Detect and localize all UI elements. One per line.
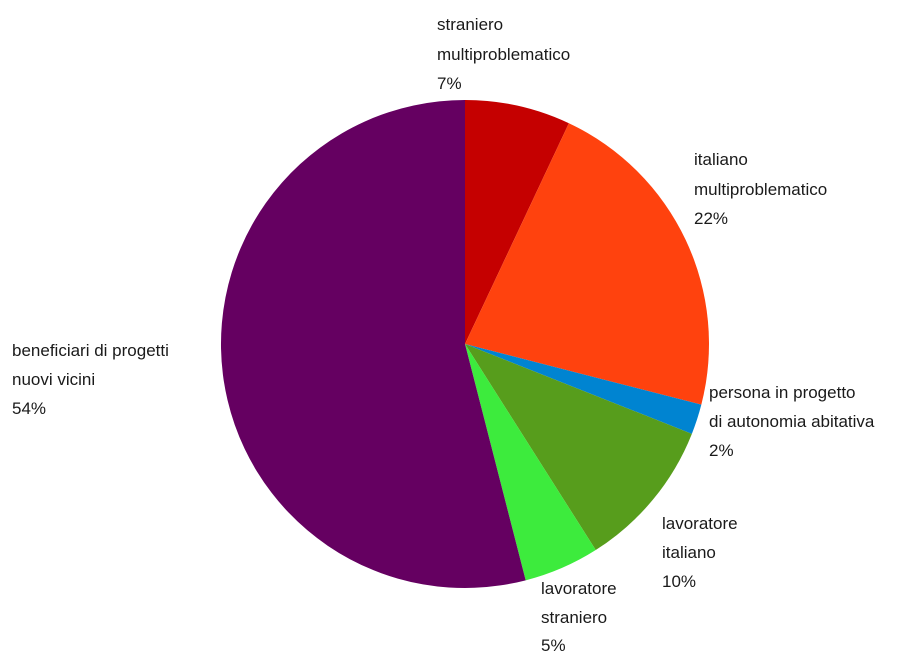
label-line: multiproblematico (437, 45, 570, 64)
label-line: italiano (694, 150, 748, 169)
slice-value-label: 2% (709, 441, 734, 460)
pie-slice-1 (465, 123, 709, 405)
pie-slice-0 (465, 100, 569, 344)
label-line: di autonomia abitativa (709, 412, 875, 431)
slice-label-italiano-multiproblematico: italiano multiproblematico 22% (694, 150, 832, 228)
slice-value-label: 5% (541, 636, 566, 655)
pie-slice-2 (465, 344, 702, 434)
slice-value-label: 10% (662, 572, 696, 591)
label-line: lavoratore (541, 579, 617, 598)
label-line: lavoratore (662, 514, 738, 533)
pie-slice-4 (465, 344, 596, 581)
slice-value-label: 22% (694, 209, 728, 228)
label-line: persona in progetto (709, 383, 856, 402)
pie-slice-5 (220, 100, 526, 588)
label-line: nuovi vicini (12, 370, 95, 389)
label-line: straniero (541, 608, 607, 627)
slice-label-lavoratore-italiano: lavoratore italiano 10% (662, 514, 742, 591)
pie-slices (220, 100, 709, 588)
label-line: multiproblematico (694, 180, 827, 199)
label-line: straniero (437, 15, 503, 34)
label-line: italiano (662, 543, 716, 562)
slice-label-beneficiari-di-progetti: beneficiari di progetti nuovi vicini 54% (12, 341, 174, 418)
slice-label-straniero-multiproblematico: straniero multiproblematico 7% (437, 15, 575, 93)
slice-label-lavoratore-straniero: lavoratore straniero 5% (541, 579, 621, 655)
slice-label-persona-in-progetto: persona in progetto di autonomia abitati… (709, 383, 879, 460)
slice-value-label: 7% (437, 74, 462, 93)
label-line: beneficiari di progetti (12, 341, 169, 360)
pie-slice-3 (465, 344, 692, 551)
slice-value-label: 54% (12, 399, 46, 418)
